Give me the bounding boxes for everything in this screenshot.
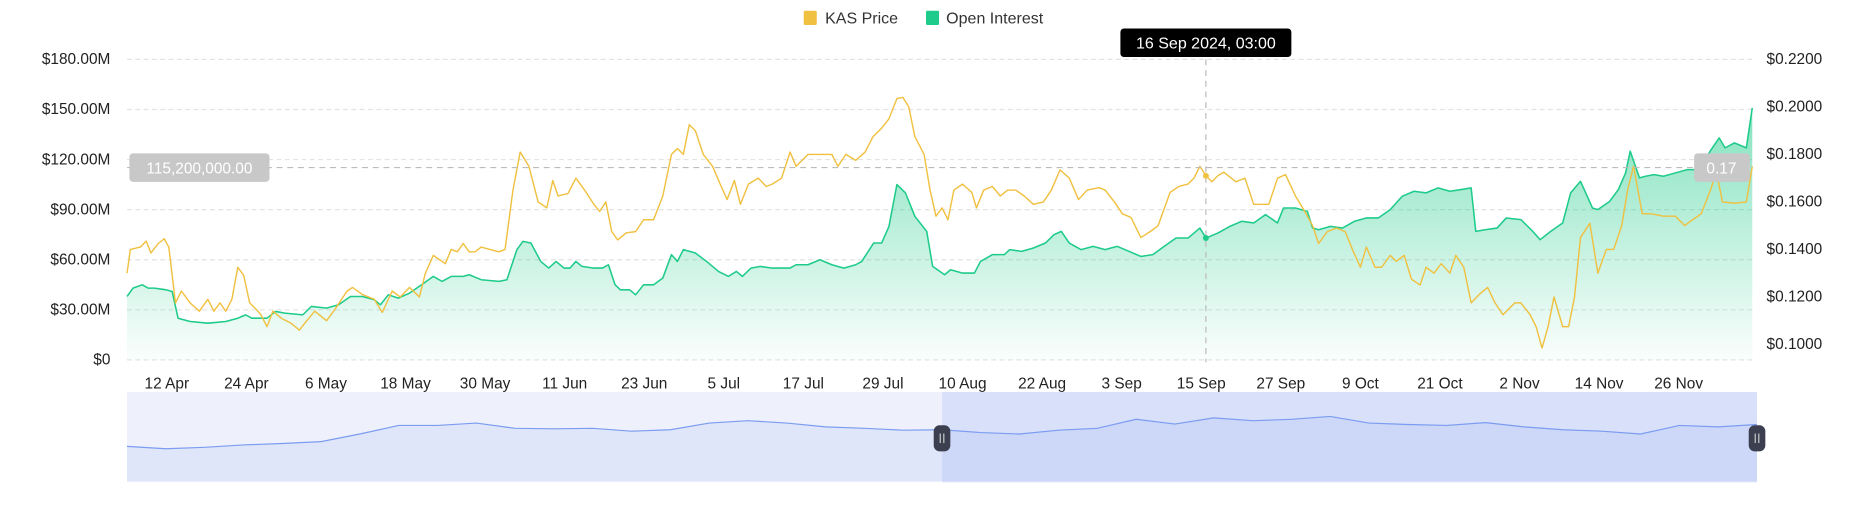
legend-item-open-interest[interactable]: Open Interest: [926, 10, 1044, 28]
x-tick-label: 29 Jul: [862, 375, 903, 392]
legend-swatch-kas-price: [803, 10, 817, 25]
y-left-tick-label: $120.00M: [42, 151, 111, 168]
x-tick-label: 15 Sep: [1177, 375, 1226, 392]
y-left-tick-label: $150.00M: [42, 101, 111, 118]
y-left-tick-label: $60.00M: [50, 251, 110, 268]
x-tick-label: 17 Jul: [783, 375, 824, 392]
legend-item-kas-price[interactable]: KAS Price: [803, 10, 898, 28]
legend-label-open-interest: Open Interest: [946, 10, 1044, 28]
x-tick-label: 23 Jun: [621, 375, 667, 392]
range-navigator[interactable]: [126, 391, 1766, 483]
plot-area[interactable]: [126, 96, 1754, 360]
y-right-tick-label: $0.1200: [1767, 289, 1823, 306]
x-tick-label: 14 Nov: [1575, 375, 1624, 392]
x-tick-label: 21 Oct: [1417, 375, 1463, 392]
y-right-tick-label: $0.2000: [1767, 99, 1823, 116]
y-left-tick-label: $180.00M: [42, 51, 111, 68]
tooltip-date-text: 16 Sep 2024, 03:00: [1136, 35, 1276, 53]
y-right-tick-label: $0.1400: [1767, 241, 1823, 258]
x-tick-label: 10 Aug: [939, 375, 987, 392]
open-interest-area: [127, 107, 1753, 360]
x-tick-label: 3 Sep: [1102, 375, 1142, 392]
x-tick-label: 22 Aug: [1018, 375, 1066, 392]
x-tick-label: 24 Apr: [224, 375, 269, 392]
x-tick-label: 18 May: [380, 375, 431, 392]
x-tick-label: 11 Jun: [542, 375, 587, 392]
x-axis: 12 Apr 24 Apr 6 May 18 May 30 May 11 Jun 23 Ju…: [145, 375, 1704, 392]
crosshair-point-open-interest: [1202, 235, 1209, 241]
y-left-tick-label: $90.00M: [50, 201, 110, 218]
y-left-tick-label: $30.00M: [50, 302, 110, 319]
x-tick-label: 2 Nov: [1499, 375, 1540, 392]
crosshair-point-kas-price: [1202, 172, 1209, 179]
crosshair-right-value-badge: 0.17: [1694, 153, 1750, 182]
y-right-tick-label: $0.2200: [1767, 51, 1823, 68]
navigator-right-handle[interactable]: [1748, 425, 1766, 452]
x-tick-label: 30 May: [460, 375, 511, 392]
legend-label-kas-price: KAS Price: [825, 10, 898, 28]
crosshair-left-value-badge: 115,200,000.00: [129, 153, 270, 182]
crosshair-left-value: 115,200,000.00: [146, 161, 252, 178]
y-left-tick-label: $0: [93, 352, 110, 369]
y-axis-left: $0 $30.00M $60.00M $90.00M $120.00M $150.00M $…: [42, 51, 111, 369]
x-tick-label: 27 Sep: [1256, 375, 1305, 392]
x-tick-label: 26 Nov: [1654, 375, 1703, 392]
crosshair-right-value: 0.17: [1706, 161, 1736, 178]
y-right-tick-label: $0.1800: [1767, 146, 1823, 163]
y-right-tick-label: $0.1600: [1767, 194, 1823, 211]
tooltip-date: 16 Sep 2024, 03:00: [1120, 28, 1292, 58]
legend-swatch-open-interest: [926, 10, 940, 25]
x-tick-label: 9 Oct: [1342, 375, 1380, 392]
kas-price-line: [126, 96, 1753, 349]
legend: KAS Price Open Interest: [803, 10, 1044, 28]
x-tick-label: 6 May: [305, 375, 347, 392]
x-tick-label: 12 Apr: [145, 375, 190, 392]
crosshair: 115,200,000.00 0.17 16 Sep 2024, 03:00: [127, 28, 1753, 363]
navigator-left-handle[interactable]: [933, 425, 951, 452]
y-right-tick-label: $0.1000: [1767, 336, 1823, 353]
y-axis-right: $0.1000 $0.1200 $0.1400 $0.1600 $0.1800 $0.20…: [1767, 51, 1823, 353]
x-tick-label: 5 Jul: [708, 375, 741, 392]
navigator-selected-window[interactable]: [942, 391, 1758, 483]
